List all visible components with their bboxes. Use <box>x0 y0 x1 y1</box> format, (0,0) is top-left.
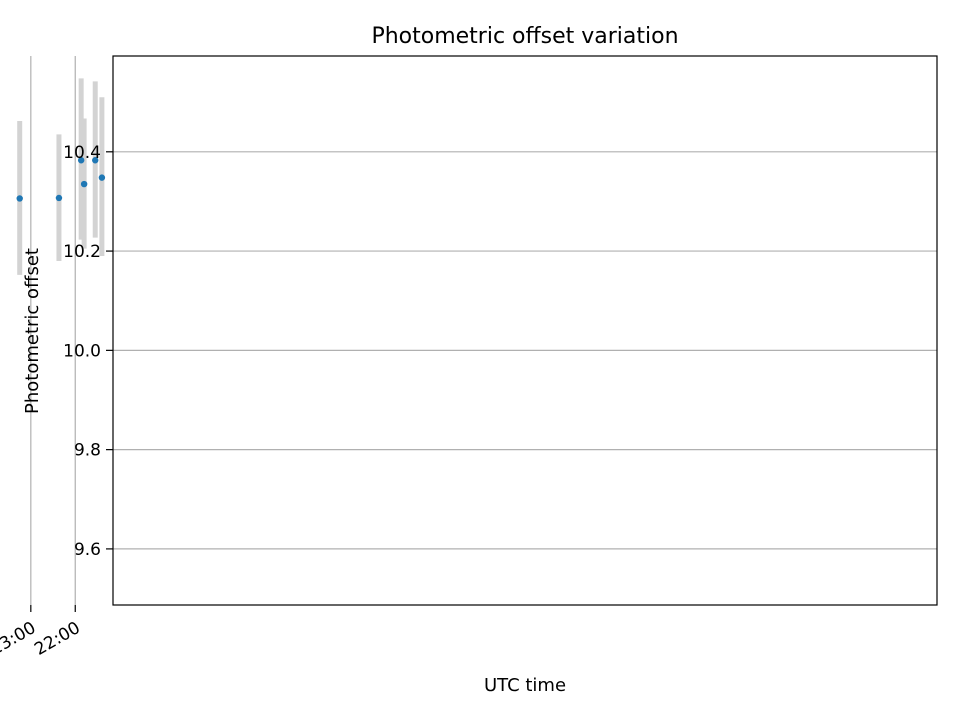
grid <box>30 56 937 605</box>
y-axis-label: Photometric offset <box>22 248 43 414</box>
data-points <box>16 157 106 202</box>
y-axis-ticks: 9.6 9.8 10.0 10.2 10.4 <box>63 143 113 560</box>
data-point <box>98 174 106 181</box>
x-tick-label: 23:00 <box>0 618 39 660</box>
x-axis-label: UTC time <box>484 675 566 696</box>
y-tick-label: 9.8 <box>74 441 101 461</box>
y-tick-label: 10.0 <box>63 341 101 361</box>
y-tick-label: 9.6 <box>74 540 101 560</box>
chart-title: Photometric offset variation <box>371 24 678 49</box>
x-tick-label: 22:00 <box>31 618 83 660</box>
data-point <box>80 180 88 188</box>
data-point <box>77 157 85 164</box>
data-point <box>92 157 99 164</box>
plot-frame <box>112 55 938 606</box>
y-tick-label: 10.2 <box>63 242 101 262</box>
y-tick-label: 10.4 <box>63 143 101 163</box>
data-point <box>55 194 63 202</box>
data-point <box>16 195 23 202</box>
